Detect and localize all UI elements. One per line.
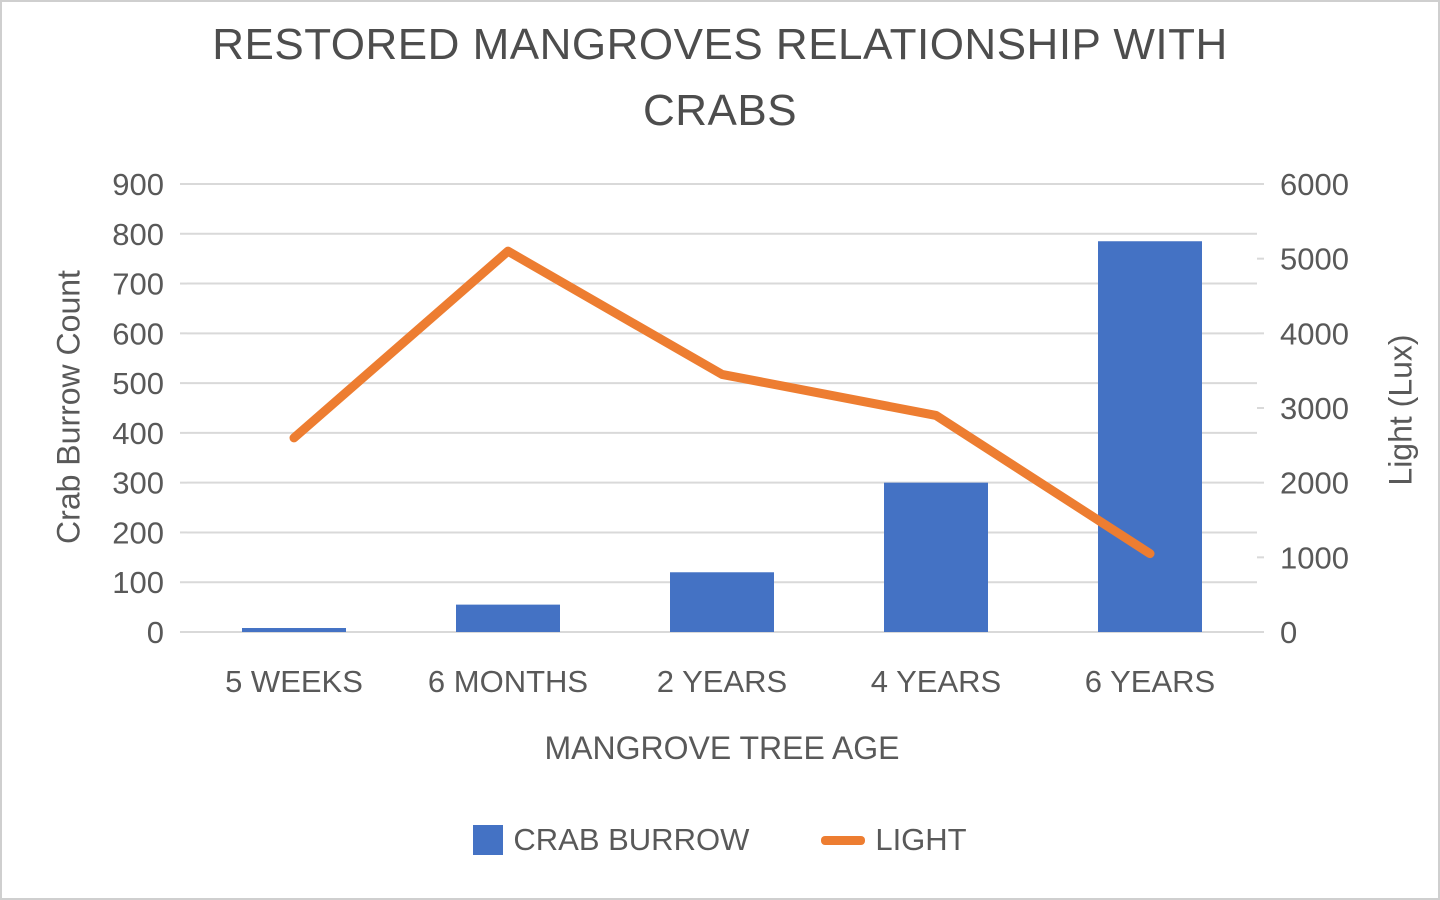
- y-left-tick-label: 100: [112, 565, 164, 600]
- y-right-tick-label: 4000: [1280, 316, 1349, 351]
- y-axis-left-title: Crab Burrow Count: [50, 270, 87, 544]
- y-left-tick-label: 600: [112, 316, 164, 351]
- y-left-tick-label: 300: [112, 466, 164, 501]
- bar-6-years: [1098, 241, 1202, 632]
- y-right-tick-label: 2000: [1280, 466, 1349, 501]
- bar-6-months: [456, 604, 560, 632]
- y-right-tick-label: 3000: [1280, 391, 1349, 426]
- light-line: [289, 246, 1155, 559]
- legend-label-crab-burrow: CRAB BURROW: [513, 822, 750, 857]
- y-left-tick-label: 900: [112, 167, 164, 202]
- y-left-tick-label: 700: [112, 267, 164, 302]
- bar-4-years: [884, 482, 988, 632]
- bar-5-weeks: [242, 628, 346, 632]
- y-left-tick-label: 0: [147, 615, 164, 650]
- x-tick-label-5-weeks: 5 WEEKS: [225, 664, 363, 699]
- chart-title: RESTORED MANGROVES RELATIONSHIP WITH CRA…: [170, 12, 1270, 144]
- y-left-tick-label: 200: [112, 515, 164, 550]
- chart-title-line1: RESTORED MANGROVES RELATIONSHIP WITH: [212, 20, 1228, 69]
- x-tick-label-6-months: 6 MONTHS: [428, 664, 588, 699]
- bar-2-years: [670, 572, 774, 632]
- y-right-tick-label: 0: [1280, 615, 1297, 650]
- x-tick-label-6-years: 6 YEARS: [1085, 664, 1215, 699]
- y-axis-right-title: Light (Lux): [1382, 334, 1419, 486]
- legend-item-light: LIGHT: [821, 822, 967, 858]
- y-right-tick-label: 6000: [1280, 167, 1349, 202]
- y-right-tick-label: 1000: [1280, 540, 1349, 575]
- y-left-tick-label: 800: [112, 217, 164, 252]
- x-axis-title: MANGROVE TREE AGE: [544, 730, 900, 766]
- x-tick-label-2-years: 2 YEARS: [657, 664, 787, 699]
- legend-label-light: LIGHT: [875, 822, 967, 857]
- line-swatch-icon: [821, 835, 866, 845]
- y-right-tick-label: 5000: [1280, 242, 1349, 277]
- legend: CRAB BURROW LIGHT: [2, 814, 1438, 866]
- y-left-tick-label: 400: [112, 416, 164, 451]
- bar-swatch-icon: [473, 825, 504, 855]
- chart-title-line2: CRABS: [642, 86, 798, 135]
- y-left-tick-label: 500: [112, 366, 164, 401]
- x-tick-label-4-years: 4 YEARS: [871, 664, 1001, 699]
- legend-item-crab-burrow: CRAB BURROW: [473, 822, 749, 858]
